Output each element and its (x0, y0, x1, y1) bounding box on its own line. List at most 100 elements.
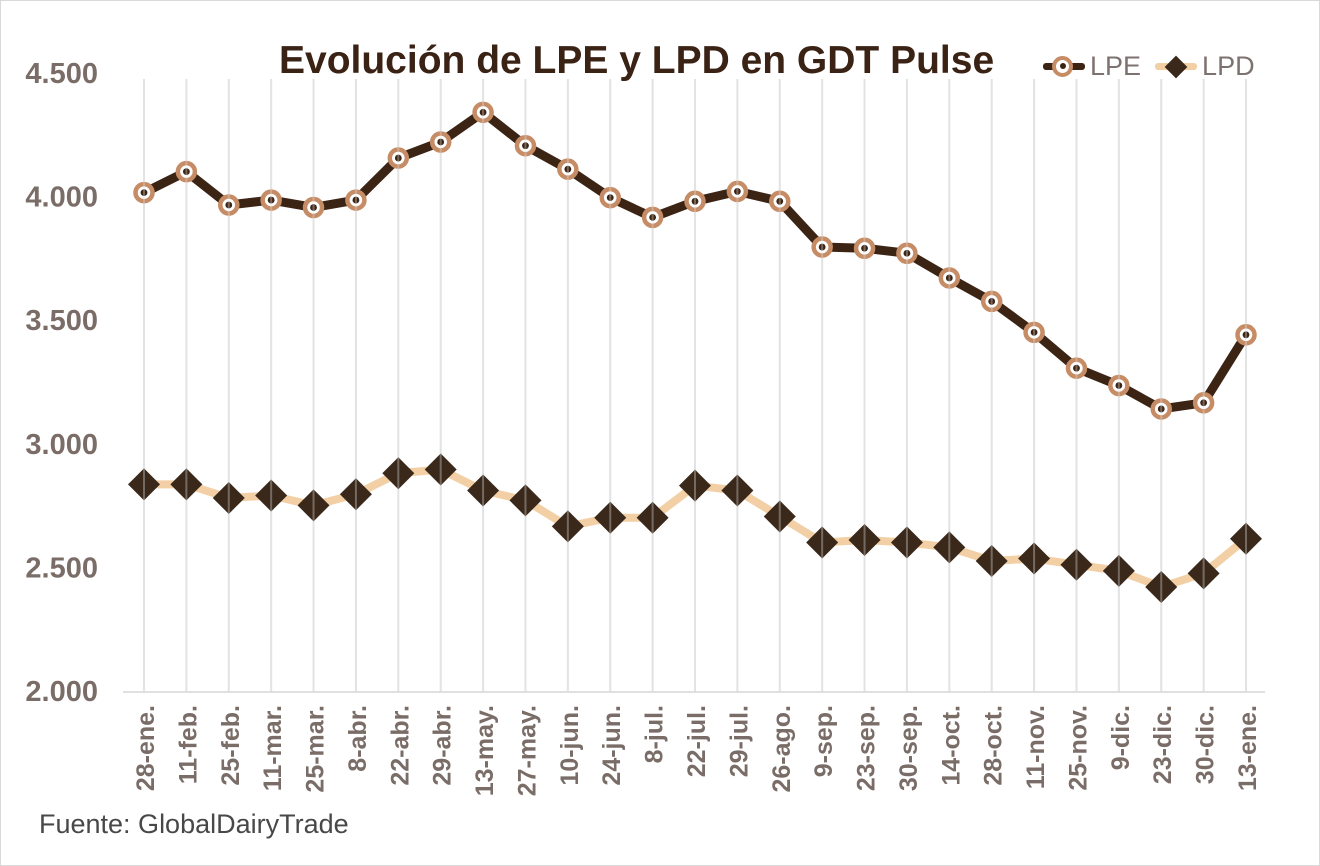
lpd-marker (1230, 522, 1263, 555)
lpd-marker (806, 526, 839, 559)
x-axis-label: 26-ago. (768, 705, 796, 793)
x-axis-label: 25-feb. (217, 705, 245, 786)
diamond-icon (1164, 55, 1188, 78)
x-axis-label: 8-abr. (344, 705, 372, 772)
lpe-marker-center (310, 204, 317, 211)
x-axis-label: 8-jul. (641, 705, 669, 763)
x-axis-label: 29-jul. (725, 705, 753, 777)
lpe-marker-center (1030, 328, 1038, 336)
x-axis-label: 13-ene. (1234, 705, 1262, 791)
x-axis-label: 9-dic. (1107, 705, 1135, 770)
lpd-marker (1060, 548, 1093, 581)
x-axis-label: 22-abr. (386, 705, 414, 786)
x-axis-label: 11-nov. (1022, 705, 1050, 789)
lpe-marker-center (606, 194, 614, 202)
lpe-marker-center (564, 165, 572, 173)
lpd-marker (975, 544, 1008, 577)
y-axis-label: 3.000 (25, 429, 98, 461)
x-axis-label: 25-mar. (302, 705, 330, 793)
lpe-marker-center (182, 168, 190, 176)
legend-item-lpe: LPE (1043, 51, 1141, 82)
lpe-marker-center (945, 274, 953, 282)
x-axis-label: 28-ene. (132, 705, 160, 791)
x-axis-label: 30-dic. (1192, 705, 1220, 784)
lpd-marker (297, 489, 330, 522)
x-axis-label: 9-sep. (810, 705, 838, 777)
lpd-marker (1145, 570, 1178, 603)
lpd-marker (679, 469, 712, 502)
legend-label-lpd: LPD (1202, 51, 1255, 81)
lpe-marker-center (437, 138, 445, 146)
lpe-marker-center (267, 196, 275, 204)
legend-label-lpe: LPE (1090, 51, 1142, 81)
lpe-marker-center (1157, 405, 1165, 413)
lpd-marker (1102, 554, 1135, 587)
lpe-marker-center (903, 249, 911, 257)
y-axis-label: 3.500 (25, 305, 98, 337)
lpe-marker-center (691, 197, 699, 205)
lpd-marker (721, 474, 754, 507)
lpe-marker-center (649, 213, 657, 221)
lpe-marker-center (394, 154, 402, 162)
legend-item-lpd: LPD (1155, 51, 1255, 82)
lpe-marker-center (1200, 399, 1208, 407)
lpe-marker-center (861, 244, 868, 252)
x-axis-label: 24-jun. (598, 705, 626, 786)
lpd-marker (467, 474, 500, 507)
lpd-marker (424, 453, 457, 486)
y-axis-label: 4.000 (25, 182, 98, 214)
lpd-marker (763, 500, 796, 533)
lpe-marker-center (1115, 382, 1123, 389)
lpd-marker (212, 481, 245, 514)
legend: LPE LPD (1043, 51, 1255, 82)
lpe-marker-center (733, 188, 741, 195)
x-axis-label: 10-jun. (556, 705, 584, 786)
x-axis-label: 14-oct. (937, 705, 965, 786)
lpe-marker-center (140, 189, 148, 197)
x-axis-label: 23-dic. (1149, 705, 1177, 784)
lpe-marker-center (479, 108, 487, 116)
y-axis-label: 2.500 (25, 552, 98, 584)
lpd-diamond-marker-icon (1155, 55, 1198, 79)
lpe-marker-center (776, 197, 784, 205)
lpd-marker (933, 531, 966, 564)
lpd-marker (509, 484, 542, 517)
lpe-marker-center (352, 196, 360, 204)
x-axis-label: 25-nov. (1064, 705, 1092, 791)
open-circle-icon (1052, 55, 1073, 77)
lpd-marker (594, 501, 627, 534)
lpd-marker (890, 526, 923, 559)
x-axis-label: 30-sep. (895, 705, 923, 791)
lpe-marker-center (225, 201, 233, 209)
source-note: Fuente: GlobalDairyTrade (39, 809, 349, 839)
x-axis-label: 28-oct. (980, 705, 1008, 786)
lpd-marker (551, 510, 584, 543)
lpd-marker (339, 478, 372, 511)
lpd-marker (255, 479, 288, 512)
lpd-marker (382, 457, 415, 490)
chart-title: Evolución de LPE y LPD en GDT Pulse (279, 39, 995, 82)
x-axis-label: 23-sep. (853, 705, 881, 791)
x-axis-label: 11-feb. (174, 705, 202, 784)
x-axis-label: 11-mar. (259, 705, 287, 791)
x-axis-label: 27-may. (513, 705, 541, 796)
lpd-marker (128, 468, 160, 501)
lpd-marker (1187, 557, 1220, 590)
lpe-circle-marker-icon (1043, 55, 1085, 79)
lpd-marker (636, 501, 669, 534)
lpe-marker-center (818, 243, 826, 251)
lpe-marker-center (1073, 364, 1080, 372)
lpe-marker-center (1242, 331, 1250, 339)
lpd-marker (848, 523, 881, 556)
y-axis-label: 4.500 (25, 58, 98, 90)
y-axis-label: 2.000 (25, 676, 98, 708)
lpe-marker-center (988, 298, 996, 305)
x-axis-label: 13-may. (471, 705, 499, 796)
x-axis-label: 29-abr. (429, 705, 457, 786)
lpd-marker (170, 468, 203, 501)
x-axis-label: 22-jul. (683, 705, 711, 777)
lpe-marker-center (522, 142, 529, 150)
lpd-marker (1018, 542, 1051, 575)
